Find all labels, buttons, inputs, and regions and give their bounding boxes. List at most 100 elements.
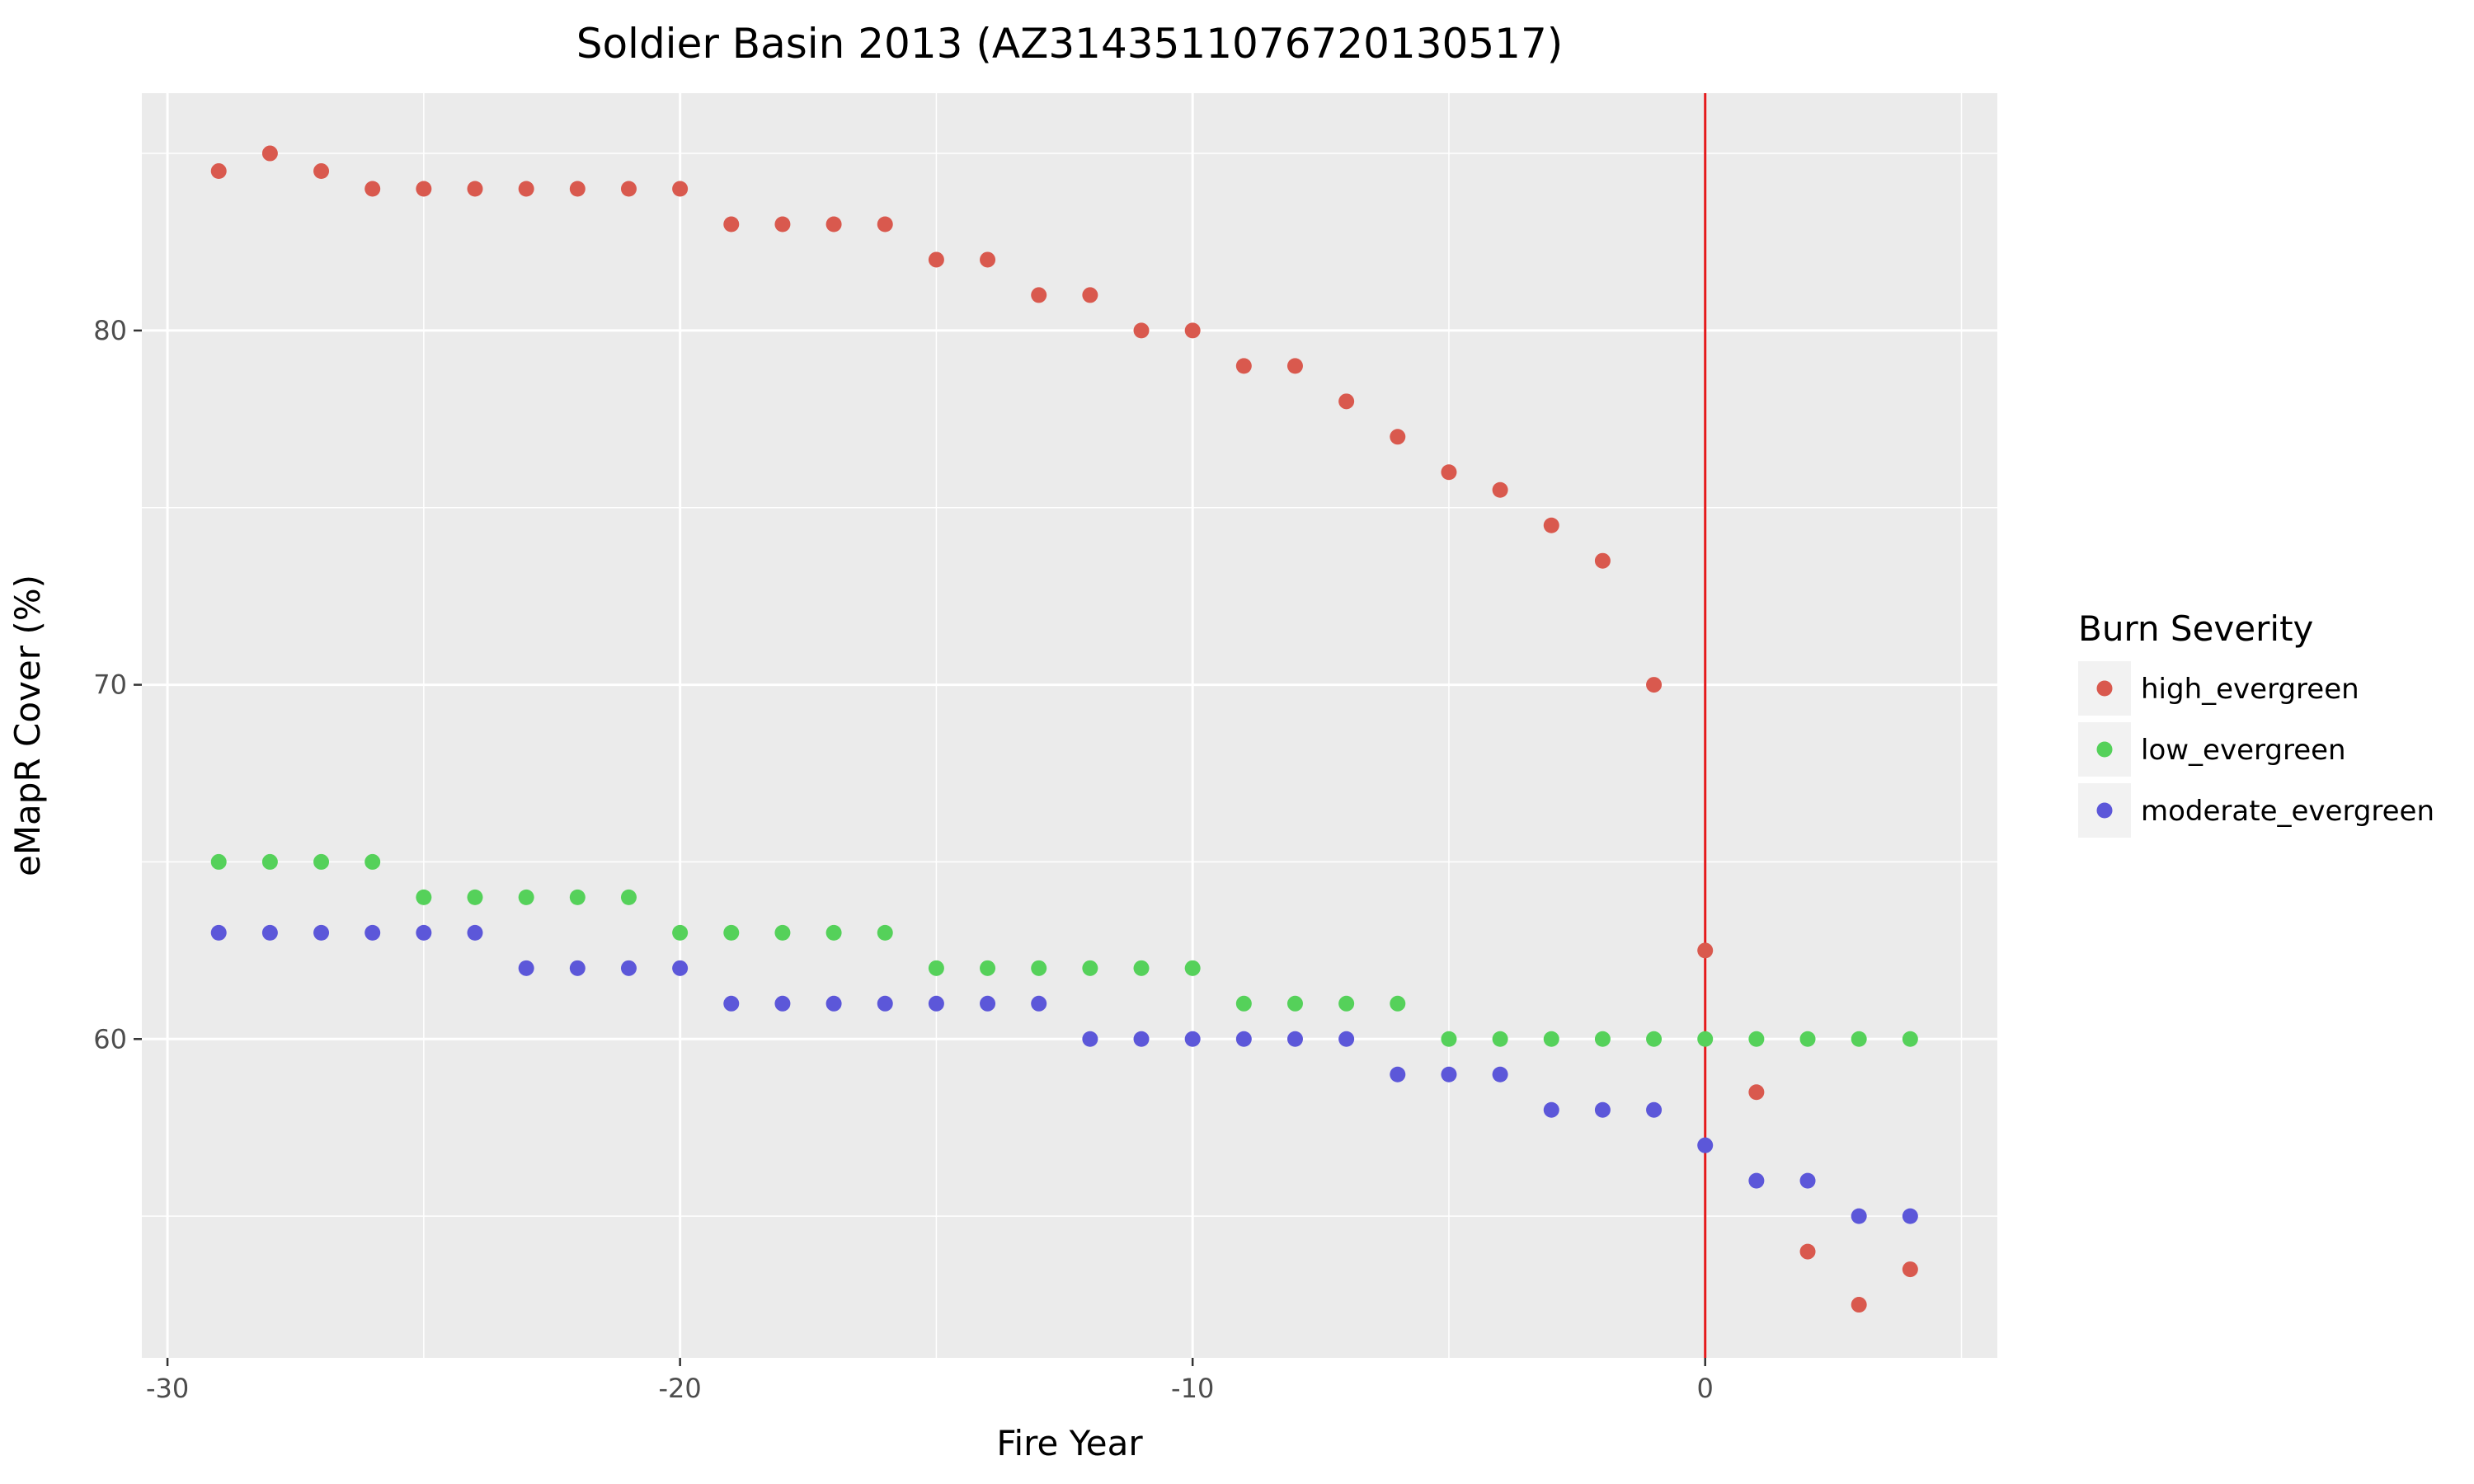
point-low_evergreen bbox=[261, 853, 278, 870]
point-low_evergreen bbox=[1286, 995, 1303, 1012]
point-moderate_evergreen bbox=[1082, 1031, 1098, 1047]
point-moderate_evergreen bbox=[1031, 995, 1047, 1012]
x-tick-label: -30 bbox=[146, 1373, 189, 1404]
point-moderate_evergreen bbox=[518, 960, 534, 976]
point-low_evergreen bbox=[569, 889, 586, 905]
point-high_evergreen bbox=[1492, 481, 1508, 498]
data-points bbox=[210, 145, 1918, 1313]
y-tick-label: 80 bbox=[93, 315, 127, 346]
point-moderate_evergreen bbox=[1902, 1208, 1918, 1224]
x-tick-label: 0 bbox=[1697, 1373, 1714, 1404]
point-high_evergreen bbox=[877, 216, 893, 232]
point-high_evergreen bbox=[1543, 517, 1559, 533]
point-high_evergreen bbox=[518, 181, 534, 197]
point-low_evergreen bbox=[1184, 960, 1201, 976]
point-low_evergreen bbox=[825, 924, 842, 941]
point-moderate_evergreen bbox=[1441, 1066, 1457, 1082]
plot-panel bbox=[142, 93, 1997, 1358]
point-moderate_evergreen bbox=[210, 924, 227, 941]
point-high_evergreen bbox=[1697, 942, 1714, 959]
major-gridlines bbox=[142, 93, 1997, 1358]
point-low_evergreen bbox=[774, 924, 791, 941]
point-moderate_evergreen bbox=[261, 924, 278, 941]
point-low_evergreen bbox=[1594, 1031, 1611, 1047]
point-moderate_evergreen bbox=[980, 995, 996, 1012]
point-high_evergreen bbox=[1031, 287, 1047, 303]
point-moderate_evergreen bbox=[1646, 1101, 1663, 1118]
x-axis-title: Fire Year bbox=[996, 1423, 1143, 1463]
legend-items: high_evergreen low_evergreen moderate_ever… bbox=[2078, 661, 2434, 838]
point-high_evergreen bbox=[467, 181, 483, 197]
point-moderate_evergreen bbox=[569, 960, 586, 976]
point-high_evergreen bbox=[1082, 287, 1098, 303]
point-high_evergreen bbox=[1286, 358, 1303, 374]
point-moderate_evergreen bbox=[774, 995, 791, 1012]
point-low_evergreen bbox=[365, 853, 381, 870]
legend: Burn Severity high_evergreen low_evergree… bbox=[2078, 608, 2434, 838]
point-moderate_evergreen bbox=[365, 924, 381, 941]
point-low_evergreen bbox=[980, 960, 996, 976]
point-high_evergreen bbox=[1799, 1243, 1816, 1260]
point-low_evergreen bbox=[1902, 1031, 1918, 1047]
point-moderate_evergreen bbox=[825, 995, 842, 1012]
point-moderate_evergreen bbox=[1697, 1137, 1714, 1153]
point-high_evergreen bbox=[1235, 358, 1252, 374]
point-low_evergreen bbox=[928, 960, 944, 976]
point-low_evergreen bbox=[877, 924, 893, 941]
y-axis: 60 70 80 bbox=[93, 315, 142, 1054]
point-low_evergreen bbox=[1235, 995, 1252, 1012]
point-moderate_evergreen bbox=[1184, 1031, 1201, 1047]
point-low_evergreen bbox=[1748, 1031, 1765, 1047]
point-low_evergreen bbox=[1851, 1031, 1867, 1047]
point-moderate_evergreen bbox=[416, 924, 432, 941]
point-high_evergreen bbox=[620, 181, 637, 197]
legend-label-low_evergreen: low_evergreen bbox=[2141, 734, 2346, 767]
point-moderate_evergreen bbox=[1390, 1066, 1406, 1082]
point-low_evergreen bbox=[1799, 1031, 1816, 1047]
point-low_evergreen bbox=[1031, 960, 1047, 976]
point-moderate_evergreen bbox=[1543, 1101, 1559, 1118]
point-low_evergreen bbox=[1697, 1031, 1714, 1047]
point-high_evergreen bbox=[672, 181, 689, 197]
point-high_evergreen bbox=[1390, 429, 1406, 445]
point-low_evergreen bbox=[723, 924, 740, 941]
legend-key-marker bbox=[2096, 802, 2113, 819]
point-low_evergreen bbox=[416, 889, 432, 905]
y-axis-title: eMapR Cover (%) bbox=[7, 575, 48, 876]
point-high_evergreen bbox=[569, 181, 586, 197]
point-high_evergreen bbox=[1646, 677, 1663, 693]
point-moderate_evergreen bbox=[723, 995, 740, 1012]
point-high_evergreen bbox=[1594, 552, 1611, 569]
point-low_evergreen bbox=[1390, 995, 1406, 1012]
point-high_evergreen bbox=[1851, 1297, 1867, 1313]
point-high_evergreen bbox=[825, 216, 842, 232]
point-high_evergreen bbox=[774, 216, 791, 232]
point-low_evergreen bbox=[1338, 995, 1355, 1012]
point-high_evergreen bbox=[1441, 464, 1457, 481]
point-moderate_evergreen bbox=[1799, 1172, 1816, 1189]
point-high_evergreen bbox=[1133, 322, 1150, 339]
point-high_evergreen bbox=[1184, 322, 1201, 339]
point-low_evergreen bbox=[1646, 1031, 1663, 1047]
point-high_evergreen bbox=[928, 251, 944, 268]
point-moderate_evergreen bbox=[1235, 1031, 1252, 1047]
point-high_evergreen bbox=[261, 145, 278, 162]
plot-panel-background bbox=[142, 93, 1997, 1358]
y-tick-label: 70 bbox=[93, 669, 127, 701]
point-low_evergreen bbox=[1492, 1031, 1508, 1047]
point-low_evergreen bbox=[313, 853, 330, 870]
x-axis: -30 -20 -10 0 bbox=[146, 1358, 1714, 1404]
point-low_evergreen bbox=[1082, 960, 1098, 976]
point-moderate_evergreen bbox=[1492, 1066, 1508, 1082]
point-low_evergreen bbox=[467, 889, 483, 905]
y-tick-label: 60 bbox=[93, 1023, 127, 1054]
point-moderate_evergreen bbox=[1594, 1101, 1611, 1118]
legend-label-high_evergreen: high_evergreen bbox=[2141, 673, 2359, 706]
point-high_evergreen bbox=[1338, 393, 1355, 410]
point-low_evergreen bbox=[620, 889, 637, 905]
point-moderate_evergreen bbox=[620, 960, 637, 976]
point-moderate_evergreen bbox=[1286, 1031, 1303, 1047]
point-moderate_evergreen bbox=[1851, 1208, 1867, 1224]
legend-label-moderate_evergreen: moderate_evergreen bbox=[2141, 795, 2434, 828]
